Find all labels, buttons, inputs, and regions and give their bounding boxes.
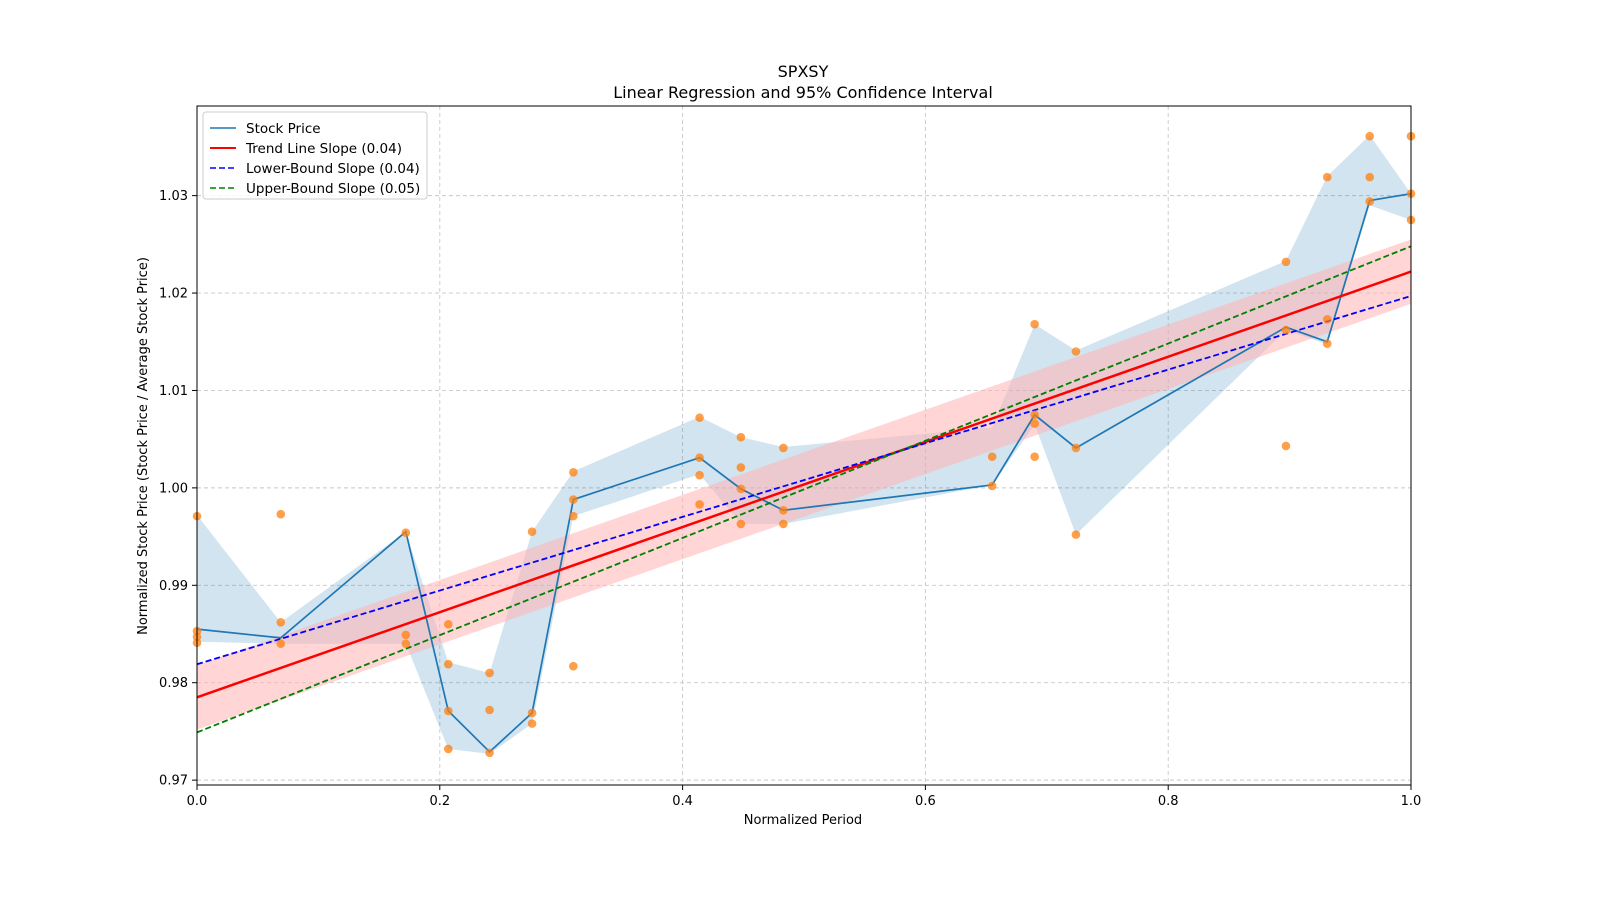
x-tick-label: 0.0 [187, 794, 208, 809]
scatter-point [1322, 315, 1332, 324]
scatter-point [1281, 257, 1291, 267]
scatter-point [1071, 530, 1081, 539]
grid [197, 106, 1411, 785]
scatter-point [485, 668, 494, 678]
trend-line [196, 270, 1412, 699]
scatter-point [443, 619, 453, 629]
x-tick-label: 1.0 [1401, 794, 1422, 809]
scatter-point [1030, 452, 1039, 462]
scatter-point [569, 467, 578, 477]
x-tick-label: 0.4 [672, 794, 693, 809]
scatter-point [527, 719, 537, 728]
scatter-point [695, 500, 704, 509]
x-tick-label: 0.2 [429, 794, 450, 809]
x-tick-label: 0.6 [915, 794, 936, 809]
scatter-point [569, 511, 578, 521]
legend-label-stock-price: Stock Price [246, 121, 321, 137]
scatter-point [1365, 197, 1375, 206]
x-tick-label: 0.8 [1158, 794, 1179, 809]
scatter-point [736, 432, 746, 442]
scatter-point [401, 528, 411, 537]
scatter-point [736, 519, 746, 529]
plot-frame [196, 105, 1412, 786]
scatter-points [192, 131, 1416, 758]
scatter-point [276, 618, 286, 627]
scatter-point [276, 509, 286, 519]
scatter-point [485, 705, 494, 715]
y-tick-label: 0.98 [159, 676, 188, 691]
y-tick-label: 1.00 [159, 481, 188, 496]
series-lines [196, 192, 1412, 754]
y-tick-label: 0.97 [159, 774, 188, 789]
scatter-point [443, 706, 453, 716]
scatter-point [779, 443, 788, 453]
legend-box [202, 111, 428, 200]
scatter-point [736, 463, 746, 472]
scatter-point [1322, 339, 1332, 348]
scatter-point [987, 452, 997, 462]
chart-title: SPXSY [778, 62, 829, 81]
scatter-point [779, 519, 788, 529]
scatter-point [1030, 419, 1039, 428]
stock-price-band [197, 135, 1411, 754]
scatter-point [695, 453, 704, 462]
scatter-point [1071, 443, 1081, 453]
confidence-bands [197, 135, 1411, 754]
chart-subtitle: Linear Regression and 95% Confidence Int… [613, 83, 993, 102]
scatter-point [443, 659, 453, 669]
scatter-point [276, 639, 286, 649]
scatter-point [443, 744, 453, 754]
legend-label-upper-bound: Upper-Bound Slope (0.05) [246, 181, 420, 197]
lower-bound-line [196, 295, 1412, 666]
scatter-point [779, 505, 788, 515]
scatter-point [1365, 172, 1375, 182]
y-tick-label: 0.99 [159, 579, 188, 594]
scatter-point [695, 413, 704, 423]
scatter-point [1071, 347, 1081, 356]
scatter-point [1322, 172, 1332, 182]
scatter-point [1030, 319, 1039, 329]
scatter-point [527, 708, 537, 718]
x-axis-label: Normalized Period [744, 813, 862, 828]
scatter-point [485, 748, 494, 758]
legend: Stock Price Trend Line Slope (0.04) Lowe… [202, 111, 428, 200]
scatter-point [1281, 441, 1291, 451]
scatter-point [1281, 325, 1291, 335]
y-tick-label: 1.03 [159, 189, 188, 204]
y-axis-label: Normalized Stock Price (Stock Price / Av… [136, 257, 151, 635]
scatter-point [695, 470, 704, 480]
scatter-point [987, 481, 997, 491]
scatter-point [569, 495, 578, 504]
scatter-point [527, 527, 537, 537]
scatter-point [401, 639, 411, 649]
upper-bound-line [196, 245, 1412, 734]
scatter-point [736, 484, 746, 494]
x-axis-ticks: 0.0 0.2 0.4 0.6 0.8 1.0 [187, 785, 1422, 809]
y-tick-label: 1.02 [159, 287, 188, 302]
scatter-point [1365, 131, 1375, 141]
legend-label-lower-bound: Lower-Bound Slope (0.04) [246, 161, 420, 177]
legend-label-trend-line: Trend Line Slope (0.04) [245, 141, 402, 157]
scatter-point [401, 630, 411, 640]
scatter-point [1030, 410, 1039, 420]
y-tick-label: 1.01 [159, 384, 188, 399]
y-axis-ticks: 0.97 0.98 0.99 1.00 1.01 1.02 1.03 [159, 189, 197, 789]
scatter-point [569, 661, 578, 671]
